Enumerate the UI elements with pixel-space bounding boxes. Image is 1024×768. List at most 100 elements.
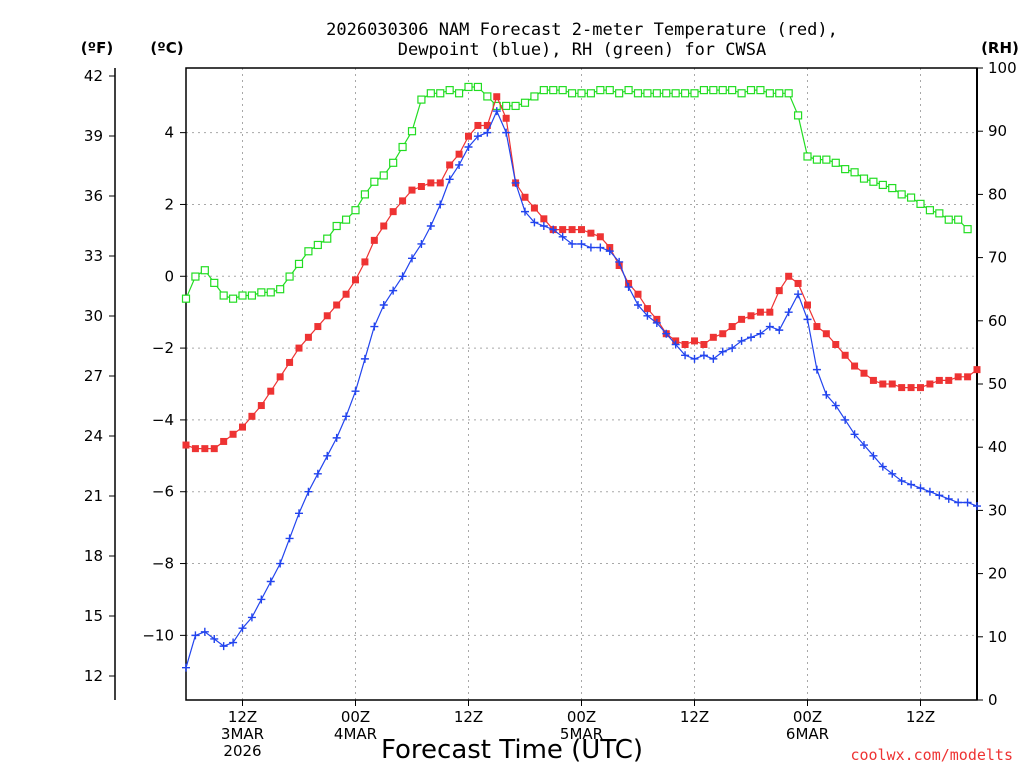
x-tick-label: 12Z [454,708,483,726]
credit-text: coolwx.com/modelts [850,746,1013,764]
dewpoint-point [445,175,454,184]
temperature-point [879,380,887,388]
dewpoint-point [662,329,671,338]
rh-point [841,165,850,174]
chart-title-line-1: 2026030306 NAM Forecast 2-meter Temperat… [326,20,838,40]
temperature-point [964,373,972,381]
dewpoint-point [747,333,755,342]
dewpoint-point [831,401,840,410]
rh-point [200,266,209,275]
dewpoint-point [351,387,360,396]
temperature-point [493,93,501,101]
dewpoint-point [464,143,473,151]
dewpoint-point [483,128,492,137]
dewpoint-point [605,247,614,256]
dewpoint-point [492,107,501,116]
celsius-tick-label: −6 [152,483,174,501]
rh-point [633,89,643,98]
dewpoint-point [417,239,426,248]
dewpoint-point [436,200,445,209]
dewpoint-point [182,663,190,672]
temperature-point [436,179,444,187]
rh-tick-label: 10 [988,628,1007,646]
rh-point [539,86,548,95]
rh-point [228,294,238,303]
rh-point [746,86,756,95]
temperature-point [869,376,877,384]
dewpoint-point [878,462,887,471]
rh-tick-label: 80 [988,185,1007,203]
temperature-point [559,226,567,234]
dewpoint-point [568,239,577,248]
dewpoint-point [342,412,351,421]
dewpoint-point [634,301,642,309]
temperature-point [502,114,510,122]
x-tick-label: 6MAR [786,725,829,743]
rh-tick-label: 30 [988,501,1007,519]
rh-point [549,86,558,95]
temperature-point [700,341,708,348]
temperature-point [323,312,331,320]
dewpoint-point [916,484,925,493]
temperature-point [898,384,906,392]
temperature-point [643,305,651,313]
dewpoint-point [643,311,652,320]
rh-point [728,86,737,95]
dewpoint-point [577,239,586,248]
rh-point [624,86,633,95]
dewpoint-point [257,595,266,604]
rh-point [690,89,699,98]
rh-point [285,272,294,281]
rh-tick-label: 0 [988,691,998,709]
rh-point [483,92,492,101]
dewpoint-point [794,290,803,299]
dewpoint-point [718,347,727,356]
temperature-point [455,150,463,158]
dewpoint-point [266,577,275,586]
dewpoint-point [756,329,765,338]
rh-point [605,86,614,95]
dewpoint-point [897,476,906,485]
rh-point [530,92,539,101]
dewpoint-point [408,254,416,263]
fahrenheit-tick-label: 15 [84,607,103,625]
rh-point [445,86,454,95]
rh-point [803,152,812,161]
dewpoint-point [304,487,313,496]
temperature-point [634,290,642,298]
dewpoint-point [219,642,228,651]
temperature-point [973,366,981,374]
dewpoint-point [850,430,859,439]
fahrenheit-tick-label: 36 [84,187,103,205]
rh-tick-label: 20 [988,565,1007,583]
dewpoint-point [737,336,746,345]
rh-tick-label: 60 [988,312,1007,330]
rh-point [643,89,652,98]
celsius-tick-label: −10 [142,626,174,644]
fahrenheit-tick-label: 42 [84,67,103,85]
dewpoint-point [907,480,916,489]
rh-point [850,168,859,177]
rh-point [304,247,313,256]
rh-point [370,177,379,186]
rh-point [897,190,906,199]
temperature-point [483,121,491,129]
rh-tick-label: 90 [988,122,1007,140]
dewpoint-point [690,354,699,363]
dewpoint-point [379,301,388,309]
temperature-point [370,236,378,244]
dewpoint-point [812,365,821,374]
dewpoint-point [728,344,737,353]
dewpoint-point [332,433,341,442]
rh-point [577,89,586,98]
dewpoint-point [944,494,953,503]
rh-point [567,89,577,98]
rh-point [181,294,191,303]
dewpoint-point [699,351,708,360]
temperature-point [747,312,755,320]
fahrenheit-tick-label: 30 [84,307,103,325]
temperature-point [851,362,859,370]
rh-point [276,285,285,294]
dewpoint-point [511,178,520,187]
rh-unit-label: (RH) [981,39,1019,57]
